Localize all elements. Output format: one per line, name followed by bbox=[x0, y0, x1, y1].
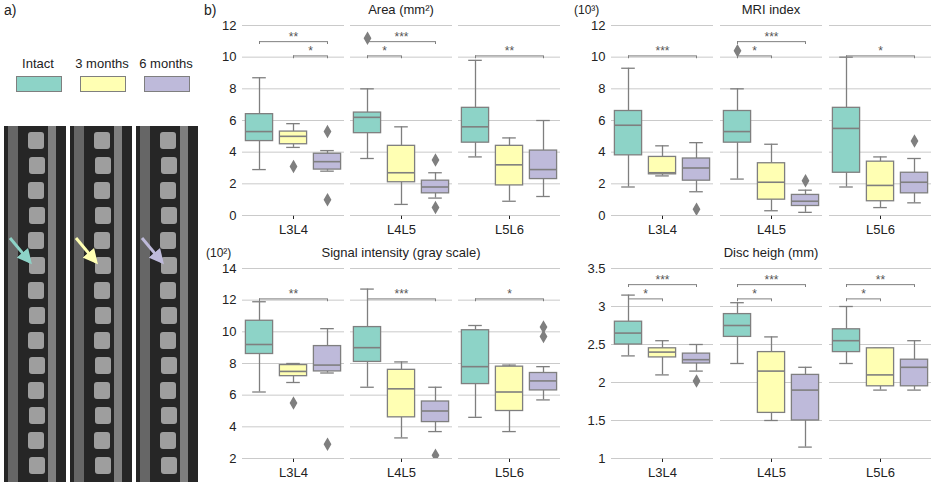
svg-text:10: 10 bbox=[591, 49, 605, 64]
svg-text:2: 2 bbox=[229, 451, 236, 466]
svg-text:***: *** bbox=[655, 273, 669, 287]
svg-text:4: 4 bbox=[229, 144, 236, 159]
svg-text:3: 3 bbox=[598, 299, 605, 314]
svg-text:1: 1 bbox=[598, 451, 605, 466]
svg-text:2: 2 bbox=[229, 176, 236, 191]
svg-text:L3L4: L3L4 bbox=[279, 465, 308, 480]
svg-text:10: 10 bbox=[222, 324, 236, 339]
svg-text:1.5: 1.5 bbox=[587, 413, 605, 428]
svg-text:L3L4: L3L4 bbox=[648, 465, 677, 480]
svg-text:6: 6 bbox=[598, 113, 605, 128]
svg-text:*: * bbox=[507, 287, 512, 301]
svg-text:L4L5: L4L5 bbox=[387, 222, 416, 237]
svg-text:***: *** bbox=[394, 30, 408, 44]
svg-text:14: 14 bbox=[222, 262, 236, 276]
svg-text:12: 12 bbox=[222, 19, 236, 33]
svg-text:2: 2 bbox=[598, 375, 605, 390]
svg-text:*: * bbox=[382, 44, 387, 58]
svg-text:L5L6: L5L6 bbox=[495, 222, 524, 237]
svg-text:L5L6: L5L6 bbox=[495, 465, 524, 480]
svg-text:***: *** bbox=[394, 287, 408, 301]
html-text:Disc heigh (mm): Disc heigh (mm) bbox=[723, 245, 819, 260]
svg-text:8: 8 bbox=[229, 81, 236, 96]
svg-text:*: * bbox=[752, 287, 757, 301]
html-text:Signal intensity (gray scale): Signal intensity (gray scale) bbox=[321, 245, 481, 260]
svg-text:3.5: 3.5 bbox=[587, 262, 605, 276]
svg-text:8: 8 bbox=[598, 81, 605, 96]
html-text:b): b) bbox=[204, 2, 217, 18]
svg-text:8: 8 bbox=[229, 356, 236, 371]
svg-text:L4L5: L4L5 bbox=[757, 222, 786, 237]
svg-text:*: * bbox=[861, 287, 866, 301]
svg-text:6: 6 bbox=[229, 113, 236, 128]
html-text:3 months: 3 months bbox=[75, 56, 129, 71]
html-text:6 months: 6 months bbox=[139, 56, 193, 71]
html-text:Area (mm²): Area (mm²) bbox=[368, 2, 434, 17]
svg-text:4: 4 bbox=[598, 144, 605, 159]
svg-text:12: 12 bbox=[591, 19, 605, 33]
svg-text:**: ** bbox=[505, 44, 515, 58]
html-text:(10²): (10²) bbox=[206, 246, 232, 260]
svg-text:**: ** bbox=[876, 273, 886, 287]
html-text:MRI index: MRI index bbox=[741, 2, 801, 17]
svg-text:6: 6 bbox=[229, 387, 236, 402]
svg-text:L4L5: L4L5 bbox=[387, 465, 416, 480]
svg-text:***: *** bbox=[764, 273, 778, 287]
html-text:(10³): (10³) bbox=[574, 3, 600, 17]
svg-text:0: 0 bbox=[598, 208, 605, 223]
svg-text:0: 0 bbox=[229, 208, 236, 223]
svg-text:*: * bbox=[308, 44, 313, 58]
svg-text:*: * bbox=[878, 44, 883, 58]
svg-text:*: * bbox=[752, 44, 757, 58]
svg-text:4: 4 bbox=[229, 419, 236, 434]
svg-text:***: *** bbox=[655, 44, 669, 58]
svg-text:L3L4: L3L4 bbox=[648, 222, 677, 237]
svg-text:*: * bbox=[643, 287, 648, 301]
svg-text:**: ** bbox=[289, 287, 299, 301]
svg-text:L5L6: L5L6 bbox=[866, 465, 895, 480]
svg-text:12: 12 bbox=[222, 292, 236, 307]
svg-text:2: 2 bbox=[598, 176, 605, 191]
svg-text:L4L5: L4L5 bbox=[757, 465, 786, 480]
html-text:Intact: Intact bbox=[22, 56, 54, 71]
svg-text:2.5: 2.5 bbox=[587, 337, 605, 352]
svg-text:L5L6: L5L6 bbox=[866, 222, 895, 237]
html-text:a): a) bbox=[4, 2, 17, 18]
svg-text:***: *** bbox=[764, 30, 778, 44]
svg-text:**: ** bbox=[289, 30, 299, 44]
svg-text:L3L4: L3L4 bbox=[279, 222, 308, 237]
svg-text:10: 10 bbox=[222, 49, 236, 64]
